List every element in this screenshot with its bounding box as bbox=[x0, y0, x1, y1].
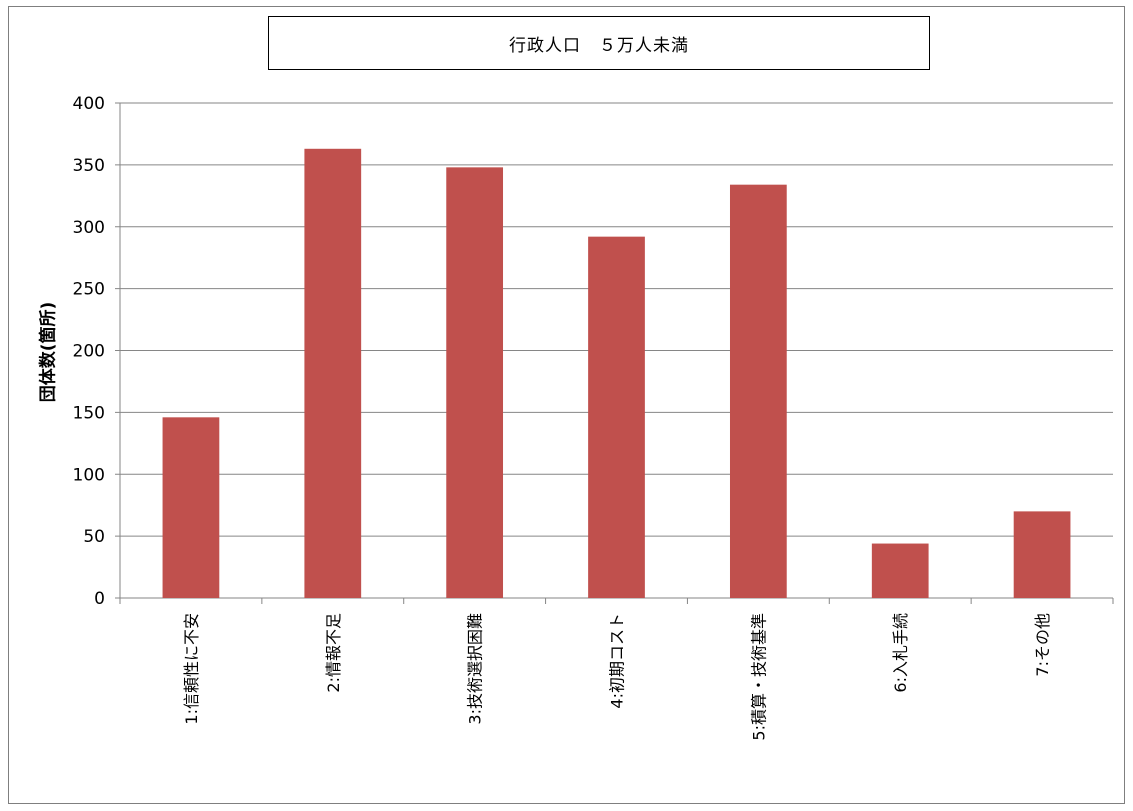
x-category-label: 3:技術選択困難 bbox=[466, 613, 485, 725]
bar bbox=[304, 148, 362, 598]
x-category-label: 1:信頼性に不安 bbox=[182, 613, 201, 725]
chart-frame bbox=[8, 6, 1125, 804]
y-tick-label: 0 bbox=[94, 589, 105, 609]
bar bbox=[588, 236, 645, 598]
y-tick-label: 300 bbox=[73, 218, 105, 238]
x-category-label: 5:積算・技術基準 bbox=[749, 613, 768, 741]
x-category-label: 7:その他 bbox=[1033, 613, 1052, 677]
y-tick-label: 150 bbox=[73, 403, 105, 423]
y-tick-label: 200 bbox=[73, 342, 105, 362]
bar bbox=[162, 417, 220, 598]
bar bbox=[1013, 511, 1071, 598]
bar bbox=[446, 167, 504, 598]
chart-title: 行政人口 ５万人未満 bbox=[268, 16, 930, 70]
y-tick-label: 400 bbox=[73, 94, 105, 114]
y-tick-label: 250 bbox=[73, 280, 105, 300]
x-category-label: 6:入札手続 bbox=[891, 613, 910, 693]
y-tick-label: 100 bbox=[73, 465, 105, 485]
x-category-label: 4:初期コスト bbox=[608, 613, 627, 709]
x-category-label: 2:情報不足 bbox=[324, 613, 343, 693]
y-tick-label: 50 bbox=[83, 527, 105, 547]
bar bbox=[871, 543, 929, 598]
y-tick-label: 350 bbox=[73, 156, 105, 176]
bar bbox=[729, 184, 787, 599]
